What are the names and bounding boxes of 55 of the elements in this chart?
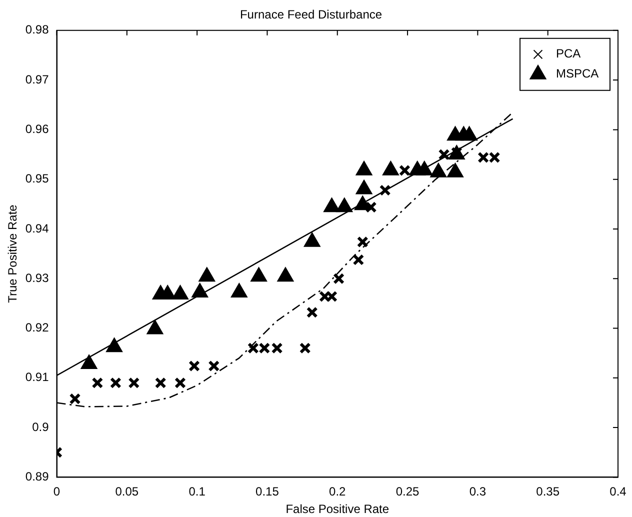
point: [416, 160, 433, 176]
point: [172, 285, 189, 300]
point: [208, 360, 220, 372]
point: [460, 126, 478, 141]
point: [277, 267, 294, 282]
y-tick-label: 0.93: [25, 270, 50, 285]
point: [352, 254, 364, 266]
y-tick-label: 0.98: [25, 22, 50, 37]
x-tick-label: 0.15: [256, 484, 280, 499]
point: [304, 232, 320, 247]
y-tick-label: 0.9: [32, 420, 50, 434]
y-tick-label: 0.94: [25, 221, 50, 236]
point: [299, 342, 311, 354]
x-axis-title: False Positive Rate: [286, 502, 390, 516]
point: [110, 377, 122, 389]
point: [188, 360, 200, 372]
y-tick-label: 0.97: [25, 72, 50, 86]
x-tick-label: 0.4: [610, 484, 627, 499]
point: [92, 377, 104, 389]
legend-label: PCA: [556, 46, 581, 61]
y-tick-label: 0.92: [25, 320, 50, 335]
point: [382, 160, 399, 176]
point: [323, 198, 340, 212]
point: [69, 393, 81, 405]
point: [174, 377, 186, 389]
x-tick-label: 0.3: [469, 484, 486, 499]
point: [230, 283, 248, 298]
x-tick-label: 0.25: [396, 484, 420, 499]
point: [356, 180, 372, 194]
point: [247, 342, 259, 354]
point: [306, 306, 318, 318]
point: [192, 283, 208, 298]
x-tick-label: 0.1: [188, 484, 206, 499]
point: [333, 272, 345, 284]
y-tick-label: 0.95: [25, 172, 50, 186]
point: [250, 267, 268, 282]
point: [128, 377, 140, 389]
x-tick-label: 0.35: [536, 484, 560, 499]
x-tick-label: 0: [53, 484, 60, 499]
point: [271, 342, 283, 354]
point: [258, 342, 270, 354]
x-tick-label: 0.05: [115, 484, 139, 499]
y-tick-label: 0.96: [25, 122, 50, 136]
y-axis-title: True Positive Rate: [6, 204, 20, 303]
y-tick-label: 0.91: [25, 370, 50, 384]
chart-title: Furnace Feed Disturbance: [240, 8, 382, 22]
point: [198, 267, 216, 282]
legend-label: MSPCA: [556, 66, 599, 81]
point: [154, 377, 166, 389]
point: [356, 160, 372, 176]
x-tick-label: 0.2: [329, 484, 346, 499]
point: [446, 162, 464, 178]
point: [430, 162, 447, 178]
point: [336, 198, 353, 212]
y-tick-label: 0.89: [25, 470, 50, 484]
